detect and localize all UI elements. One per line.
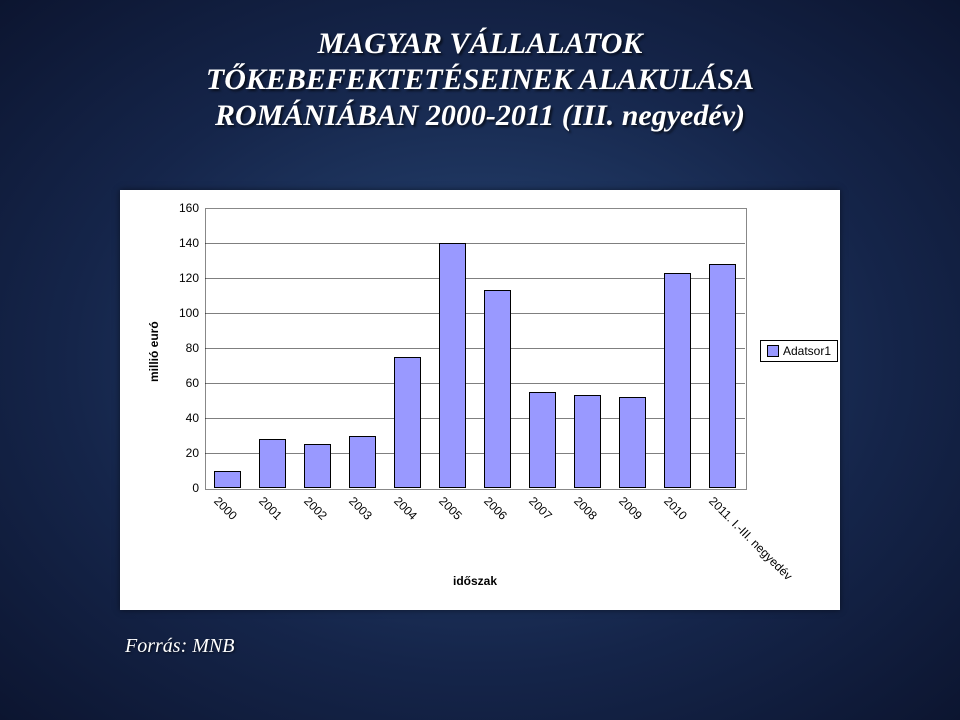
bar <box>484 290 511 488</box>
legend: Adatsor1 <box>760 340 838 362</box>
bar <box>259 439 286 488</box>
slide-title: MAGYAR VÁLLALATOK TŐKEBEFEKTETÉSEINEK AL… <box>0 26 960 134</box>
gridline <box>205 243 745 244</box>
legend-swatch <box>767 345 779 357</box>
y-tick-label: 160 <box>159 201 199 215</box>
x-tick-label: 2003 <box>346 494 375 523</box>
bar <box>529 392 556 488</box>
bar <box>709 264 736 488</box>
bar-chart: millió euró időszak Adatsor1 02040608010… <box>120 190 840 610</box>
y-tick-label: 140 <box>159 236 199 250</box>
legend-label: Adatsor1 <box>783 344 831 358</box>
bar <box>349 436 376 489</box>
x-tick-label: 2009 <box>616 494 645 523</box>
x-tick-label: 2007 <box>526 494 555 523</box>
title-line-1: MAGYAR VÁLLALATOK <box>0 26 960 62</box>
x-tick-label: 2011. I.-III. negyedév <box>706 494 795 583</box>
x-tick-label: 2006 <box>481 494 510 523</box>
bar <box>664 273 691 488</box>
y-tick-label: 20 <box>159 446 199 460</box>
y-tick-label: 40 <box>159 411 199 425</box>
x-tick-label: 2008 <box>571 494 600 523</box>
y-tick-label: 0 <box>159 481 199 495</box>
x-tick-label: 2004 <box>391 494 420 523</box>
x-axis-label: időszak <box>205 574 745 588</box>
x-tick-label: 2001 <box>256 494 285 523</box>
bar <box>574 395 601 488</box>
x-tick-label: 2010 <box>661 494 690 523</box>
bar <box>214 471 241 489</box>
chart-inner: millió euró időszak Adatsor1 02040608010… <box>120 190 840 610</box>
x-tick-label: 2005 <box>436 494 465 523</box>
y-tick-label: 60 <box>159 376 199 390</box>
x-tick-label: 2002 <box>301 494 330 523</box>
slide: MAGYAR VÁLLALATOK TŐKEBEFEKTETÉSEINEK AL… <box>0 0 960 720</box>
title-line-3: ROMÁNIÁBAN 2000-2011 (III. negyedév) <box>0 98 960 134</box>
bar <box>439 243 466 488</box>
source-text: Forrás: MNB <box>125 635 234 658</box>
y-tick-label: 100 <box>159 306 199 320</box>
bar <box>394 357 421 488</box>
y-tick-label: 80 <box>159 341 199 355</box>
bar <box>619 397 646 488</box>
title-line-2: TŐKEBEFEKTETÉSEINEK ALAKULÁSA <box>0 62 960 98</box>
bar <box>304 444 331 488</box>
y-tick-label: 120 <box>159 271 199 285</box>
x-tick-label: 2000 <box>211 494 240 523</box>
